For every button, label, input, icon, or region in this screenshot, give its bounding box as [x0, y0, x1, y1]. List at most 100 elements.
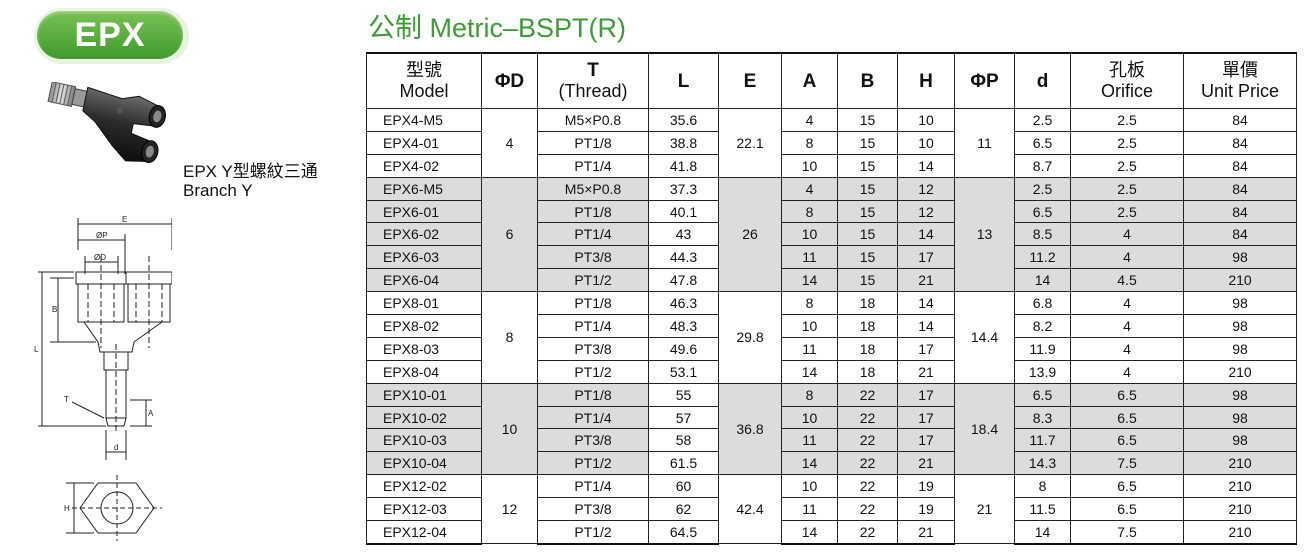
cell-model: EPX10-01	[366, 382, 482, 407]
dim-E-label: E	[122, 215, 127, 224]
cell-L: 58	[648, 428, 719, 453]
hex-end-view: H	[64, 475, 162, 541]
cell-price: 210	[1183, 497, 1297, 522]
cell-price: 84	[1183, 153, 1297, 178]
cell-model: EPX12-04	[366, 520, 482, 545]
cell-model: EPX4-01	[366, 130, 482, 155]
table-row: EPX10-02 PT1/4 57 10 22 17 8.3 6.5 98	[366, 405, 1297, 430]
cell-H: 21	[897, 268, 955, 293]
header-H: H	[897, 52, 955, 109]
cell-H: 17	[897, 405, 955, 430]
cell-L: 48.3	[648, 314, 719, 338]
caption-chinese: EPX Y型螺紋三通	[183, 162, 318, 181]
cell-model: EPX8-01	[366, 291, 482, 316]
cell-H: 14	[897, 222, 955, 247]
cell-E: 29.8	[718, 291, 782, 384]
header-thread: T (Thread)	[537, 52, 649, 109]
cell-price: 210	[1183, 268, 1297, 293]
cell-E: 26	[718, 176, 782, 293]
cell-price: 84	[1183, 222, 1297, 247]
cell-A: 8	[781, 130, 838, 155]
cell-model: EPX6-04	[366, 268, 482, 293]
table-row: EPX10-01 10 PT1/8 55 36.8 8 22 17 18.4 6.5 6.5 98	[366, 382, 1297, 476]
cell-thread: PT1/4	[537, 314, 649, 338]
cell-orifice: 6.5	[1070, 428, 1184, 453]
cell-A: 10	[781, 474, 838, 499]
cell-orifice: 4	[1070, 359, 1184, 384]
cell-P: 21	[954, 474, 1015, 545]
cell-orifice: 4	[1070, 291, 1184, 316]
cell-model: EPX10-04	[366, 451, 482, 476]
cell-A: 11	[781, 497, 838, 522]
cell-D: 4	[481, 108, 538, 178]
cell-thread: PT1/4	[537, 474, 649, 499]
cell-H: 17	[897, 336, 955, 361]
cell-price: 84	[1183, 108, 1297, 132]
cell-H: 19	[897, 474, 955, 499]
cell-orifice: 7.5	[1070, 451, 1184, 476]
cell-orifice: 2.5	[1070, 153, 1184, 178]
cell-model: EPX6-M5	[366, 176, 482, 201]
cell-L: 64.5	[648, 520, 719, 545]
cell-H: 17	[897, 428, 955, 453]
cell-thread: PT1/4	[537, 405, 649, 430]
cell-L: 61.5	[648, 451, 719, 476]
cell-H: 10	[897, 130, 955, 155]
cell-orifice: 6.5	[1070, 382, 1184, 407]
cell-d: 14	[1014, 268, 1071, 293]
cell-price: 98	[1183, 428, 1297, 453]
cell-price: 98	[1183, 405, 1297, 430]
cell-A: 8	[781, 199, 838, 224]
cell-L: 53.1	[648, 359, 719, 384]
cell-orifice: 6.5	[1070, 474, 1184, 499]
cell-thread: PT1/8	[537, 382, 649, 407]
cell-orifice: 7.5	[1070, 520, 1184, 545]
table-row: EPX6-M5 6 M5×P0.8 37.3 26 4 15 12 13 2.5 2.5 84	[366, 176, 1297, 293]
header-A: A	[781, 52, 838, 109]
cell-H: 21	[897, 359, 955, 384]
dim-L-label: L	[34, 345, 39, 354]
cell-A: 14	[781, 268, 838, 293]
header-d: d	[1014, 52, 1071, 109]
cell-B: 15	[837, 176, 898, 201]
cell-L: 40.1	[648, 199, 719, 224]
cell-orifice: 6.5	[1070, 405, 1184, 430]
page-title: 公制 Metric–BSPT(R)	[368, 13, 627, 43]
cell-A: 10	[781, 222, 838, 247]
cell-thread: PT3/8	[537, 336, 649, 361]
cell-thread: PT1/2	[537, 359, 649, 384]
cell-A: 14	[781, 520, 838, 545]
cell-d: 6.5	[1014, 130, 1071, 155]
cell-D: 8	[481, 291, 538, 384]
cell-B: 18	[837, 336, 898, 361]
cell-A: 8	[781, 382, 838, 407]
cell-A: 8	[781, 291, 838, 316]
cell-d: 13.9	[1014, 359, 1071, 384]
series-badge-label: EPX	[37, 11, 183, 59]
cell-model: EPX8-02	[366, 314, 482, 338]
header-model: 型號 Model	[366, 52, 482, 109]
table-row: EPX8-04 PT1/2 53.1 14 18 21 13.9 4 210	[366, 359, 1297, 384]
cell-thread: PT1/4	[537, 153, 649, 178]
header-E: E	[718, 52, 782, 109]
cell-B: 18	[837, 359, 898, 384]
cell-E: 22.1	[718, 108, 782, 178]
cell-A: 11	[781, 428, 838, 453]
cell-P: 18.4	[954, 382, 1015, 476]
cell-B: 18	[837, 291, 898, 316]
cell-orifice: 2.5	[1070, 199, 1184, 224]
cell-d: 11.2	[1014, 245, 1071, 270]
cell-thread: PT1/4	[537, 222, 649, 247]
cell-d: 8.3	[1014, 405, 1071, 430]
cell-H: 12	[897, 176, 955, 201]
cell-H: 14	[897, 314, 955, 338]
cell-orifice: 2.5	[1070, 130, 1184, 155]
cell-orifice: 6.5	[1070, 497, 1184, 522]
product-caption: EPX Y型螺紋三通 Branch Y	[183, 162, 318, 200]
cell-d: 11.9	[1014, 336, 1071, 361]
cell-H: 14	[897, 153, 955, 178]
series-badge: EPX	[34, 8, 189, 64]
cell-price: 210	[1183, 451, 1297, 476]
cell-orifice: 4	[1070, 245, 1184, 270]
cell-d: 8.2	[1014, 314, 1071, 338]
